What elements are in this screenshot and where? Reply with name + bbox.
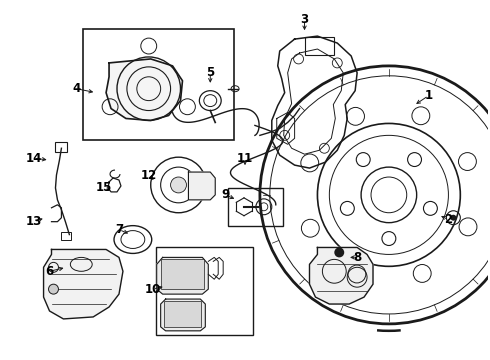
Text: 13: 13 xyxy=(25,215,42,228)
Bar xyxy=(61,231,72,239)
Polygon shape xyxy=(161,299,205,331)
Text: 12: 12 xyxy=(141,168,157,181)
Text: 2: 2 xyxy=(444,213,452,226)
Circle shape xyxy=(49,284,58,294)
Bar xyxy=(164,301,201,327)
Circle shape xyxy=(171,177,187,193)
Polygon shape xyxy=(106,59,182,121)
Polygon shape xyxy=(310,247,373,304)
Text: 8: 8 xyxy=(353,251,361,264)
Text: 7: 7 xyxy=(115,223,123,236)
Bar xyxy=(228,188,283,226)
Polygon shape xyxy=(189,172,215,200)
Text: 3: 3 xyxy=(300,13,309,26)
Text: 11: 11 xyxy=(237,152,253,165)
Text: 10: 10 xyxy=(145,283,161,296)
Text: 9: 9 xyxy=(221,188,229,201)
Text: 14: 14 xyxy=(25,152,42,165)
Polygon shape xyxy=(157,257,208,294)
Text: 15: 15 xyxy=(96,181,112,194)
Circle shape xyxy=(450,215,456,221)
Text: 6: 6 xyxy=(46,265,53,278)
Text: 4: 4 xyxy=(72,82,80,95)
Text: 5: 5 xyxy=(206,66,215,79)
Bar xyxy=(156,247,253,335)
Circle shape xyxy=(334,247,344,257)
Polygon shape xyxy=(44,249,123,319)
Text: 1: 1 xyxy=(424,89,433,102)
Bar xyxy=(55,142,68,152)
Bar xyxy=(83,29,234,140)
Bar xyxy=(161,260,204,289)
